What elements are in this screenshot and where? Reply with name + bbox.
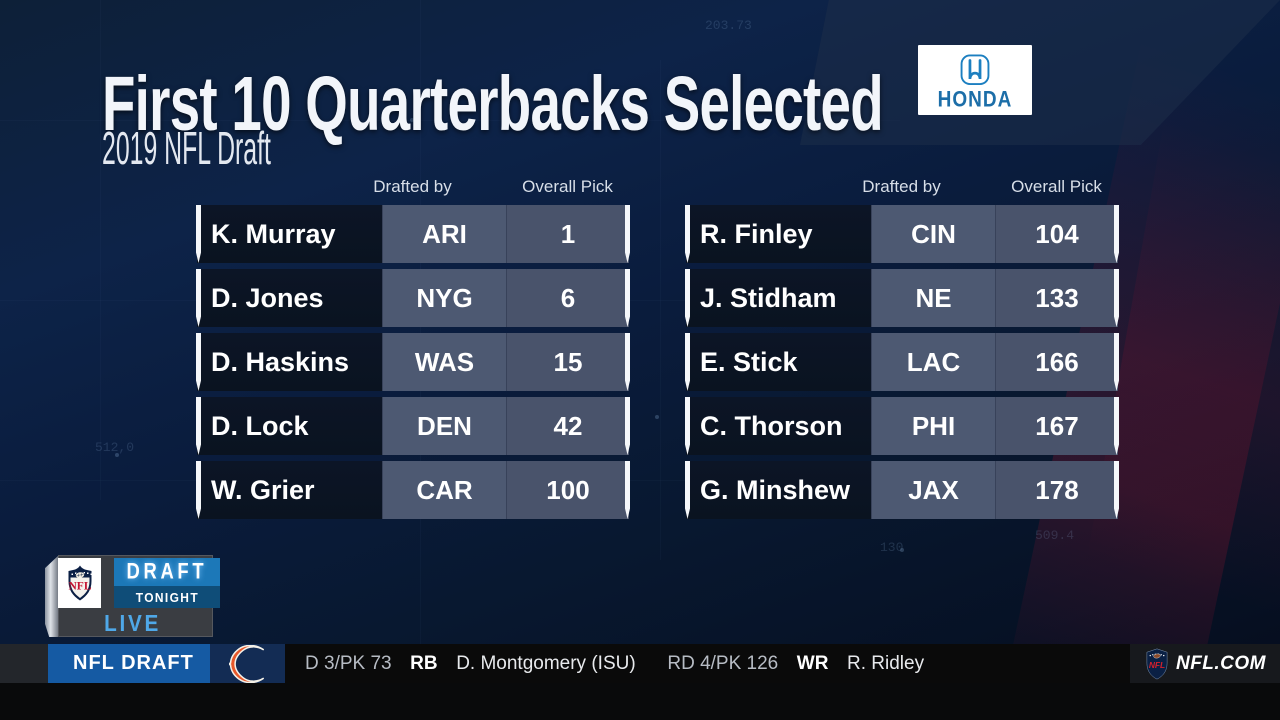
svg-text:NFL: NFL <box>1149 659 1165 669</box>
svg-text:NFL: NFL <box>68 581 91 593</box>
